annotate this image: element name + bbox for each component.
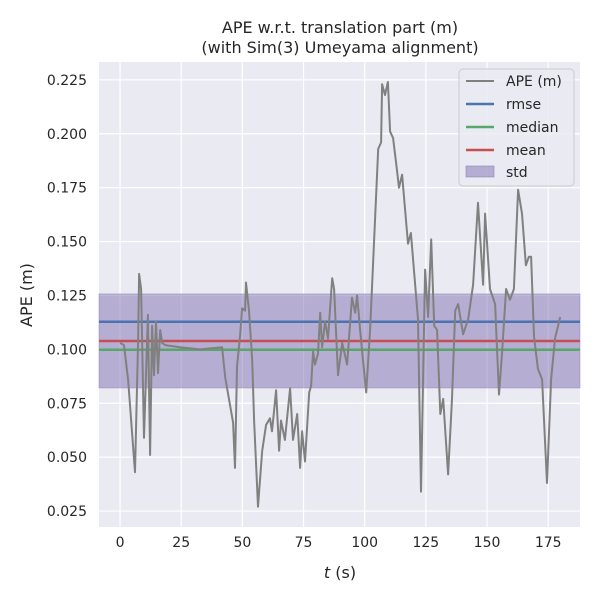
y-tick-label: 0.200 [47,127,87,143]
x-tick-label: 150 [474,535,501,551]
stat-lines [99,320,580,352]
x-tick-label: 50 [233,535,251,551]
x-axis-label-var: t [324,563,331,582]
legend-std-label: std [506,165,528,181]
legend: APE (m) rmse median mean std [458,68,575,187]
y-tick-label: 0.050 [47,450,87,466]
x-tick-label: 125 [412,535,439,551]
y-tick-label: 0.100 [47,342,87,358]
y-tick-label: 0.075 [47,396,87,412]
y-tick-labels: 0.025 0.050 0.075 0.100 0.125 0.150 0.175 0.200… [47,73,87,520]
legend-box [458,68,575,187]
legend-mean-label: mean [506,143,546,159]
y-tick-label: 0.175 [47,181,87,197]
x-tick-labels: 0 25 50 75 100 125 150 175 [116,535,562,551]
x-axis-label: t (s) [324,563,356,582]
legend-std-swatch [465,165,495,178]
legend-median-label: median [506,120,558,136]
ape-series [119,81,562,508]
y-tick-label: 0.125 [47,288,87,304]
x-tick-label: 100 [351,535,378,551]
x-axis-label-unit: (s) [330,563,356,582]
chart-title: APE w.r.t. translation part (m) [222,18,458,37]
y-axis-label: APE (m) [17,263,36,327]
x-tick-label: 0 [116,535,125,551]
chart-subtitle: (with Sim(3) Umeyama alignment) [201,38,478,57]
y-tick-label: 0.025 [47,504,87,520]
x-tick-label: 175 [535,535,562,551]
legend-ape-label: APE (m) [506,74,562,90]
y-tick-label: 0.225 [47,73,87,89]
ape-line [119,81,562,508]
x-tick-label: 75 [295,535,313,551]
x-tick-label: 25 [172,535,190,551]
y-tick-label: 0.150 [47,235,87,251]
legend-rmse-label: rmse [506,97,541,113]
